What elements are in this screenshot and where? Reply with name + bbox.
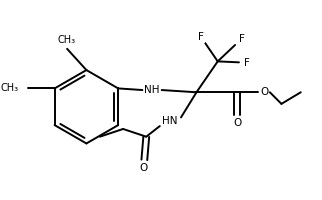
Text: CH₃: CH₃ [1, 83, 19, 93]
Text: F: F [244, 58, 250, 68]
Text: O: O [260, 87, 268, 97]
Text: F: F [239, 34, 245, 44]
Text: O: O [233, 118, 241, 128]
Text: HN: HN [162, 116, 177, 126]
Text: CH₃: CH₃ [57, 35, 75, 45]
Text: NH: NH [144, 85, 160, 95]
Text: F: F [198, 32, 204, 42]
Text: O: O [139, 163, 147, 173]
